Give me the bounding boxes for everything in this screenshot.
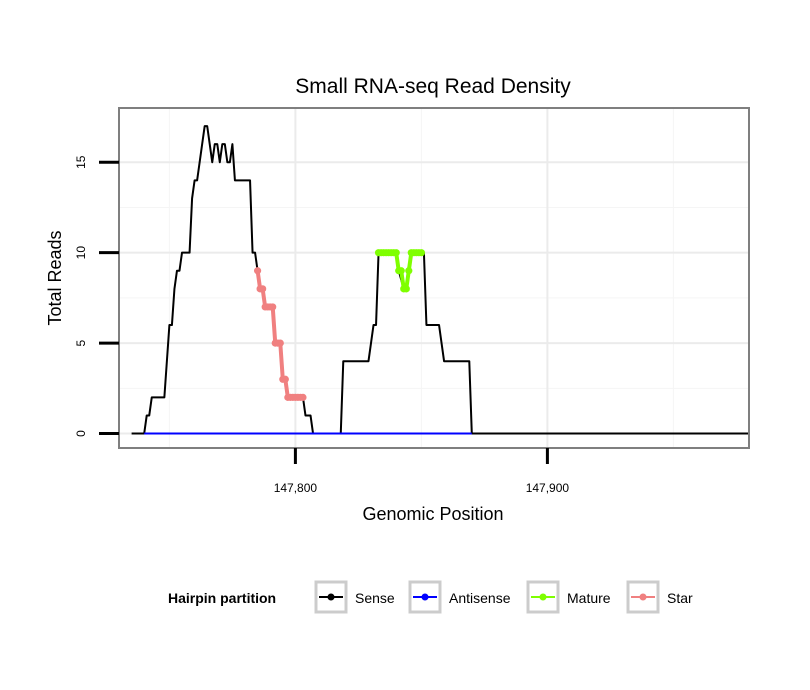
legend-dot-star	[639, 593, 647, 601]
plot-background	[119, 108, 749, 448]
mature-point	[417, 249, 425, 257]
mature-point	[397, 267, 405, 275]
x-tick-label: 147,900	[526, 481, 570, 495]
x-axis-title: Genomic Position	[362, 504, 503, 524]
legend-label-mature: Mature	[567, 590, 611, 606]
y-tick-label: 10	[74, 246, 88, 260]
legend-dot-mature	[539, 593, 547, 601]
legend-title: Hairpin partition	[168, 590, 276, 606]
mature-point	[402, 285, 410, 293]
plot-panel	[118, 107, 750, 449]
star-point	[269, 303, 277, 311]
legend: Hairpin partition Sense Antisense Mature St…	[168, 580, 693, 614]
x-axis: 147,800 147,900	[274, 448, 570, 495]
legend-label-star: Star	[667, 590, 693, 606]
legend-label-antisense: Antisense	[449, 590, 511, 606]
star-point	[299, 393, 307, 401]
y-axis: 0 5 10 15	[74, 155, 119, 437]
x-tick-label: 147,800	[274, 481, 318, 495]
legend-label-sense: Sense	[355, 590, 395, 606]
y-tick-label: 5	[74, 339, 88, 346]
star-point	[254, 267, 262, 275]
y-axis-title: Total Reads	[45, 230, 65, 325]
y-tick-label: 0	[74, 430, 88, 437]
star-point	[281, 375, 289, 383]
star-point	[259, 285, 267, 293]
legend-dot-sense	[327, 593, 335, 601]
y-tick-label: 15	[74, 155, 88, 169]
plot-border	[118, 107, 750, 449]
series-layer	[131, 125, 749, 435]
minor-gridlines	[119, 108, 749, 448]
chart-title: Small RNA-seq Read Density	[295, 75, 571, 98]
mature-point	[392, 249, 400, 257]
legend-dot-antisense	[421, 593, 429, 601]
star-point	[276, 339, 284, 347]
mature-point	[405, 267, 413, 275]
